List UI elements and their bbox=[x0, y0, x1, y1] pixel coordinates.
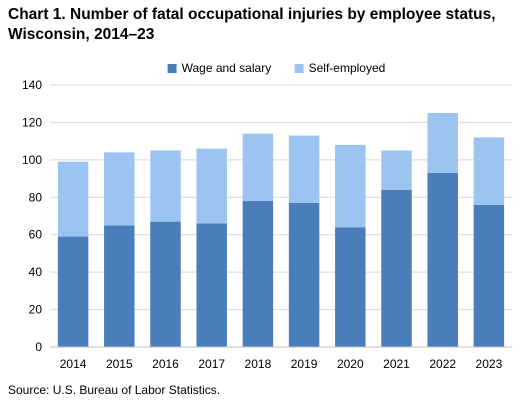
y-tick-label: 60 bbox=[29, 228, 43, 242]
y-tick-label: 20 bbox=[29, 303, 43, 317]
x-tick-label: 2019 bbox=[291, 357, 318, 371]
bar-wage-and-salary-2022 bbox=[427, 172, 458, 347]
bar-self-employed-2022 bbox=[427, 113, 458, 173]
bar-self-employed-2014 bbox=[57, 161, 89, 237]
bar-wage-and-salary-2021 bbox=[381, 189, 412, 347]
y-tick-label: 100 bbox=[22, 153, 42, 167]
bar-wage-and-salary-2016 bbox=[150, 221, 181, 347]
source-note: Source: U.S. Bureau of Labor Statistics. bbox=[8, 383, 221, 397]
bar-self-employed-2016 bbox=[150, 150, 181, 222]
y-tick-label: 140 bbox=[22, 78, 42, 92]
bar-wage-and-salary-2019 bbox=[288, 202, 320, 347]
y-tick-label: 80 bbox=[29, 190, 43, 204]
bar-self-employed-2023 bbox=[473, 137, 505, 205]
x-tick-label: 2021 bbox=[383, 357, 410, 371]
bar-wage-and-salary-2017 bbox=[196, 223, 227, 347]
bar-wage-and-salary-2020 bbox=[335, 227, 366, 347]
legend-item: Wage and salary bbox=[167, 61, 272, 75]
bar-wage-and-salary-2015 bbox=[104, 225, 135, 347]
x-tick-label: 2020 bbox=[337, 357, 364, 371]
x-tick-label: 2015 bbox=[106, 357, 133, 371]
y-tick-label: 0 bbox=[35, 340, 42, 354]
bar-self-employed-2020 bbox=[335, 144, 366, 228]
legend-swatch bbox=[294, 64, 304, 73]
legend-item: Self-employed bbox=[294, 61, 386, 75]
x-tick-label: 2014 bbox=[60, 357, 87, 371]
x-tick-label: 2017 bbox=[198, 357, 225, 371]
y-axis-ticks: 0 20 40 60 80 100 120 140 bbox=[22, 78, 42, 354]
bar-self-employed-2015 bbox=[104, 152, 135, 226]
bar-wage-and-salary-2023 bbox=[473, 204, 505, 347]
x-tick-label: 2018 bbox=[245, 357, 272, 371]
bar-self-employed-2019 bbox=[288, 135, 320, 203]
bar-wage-and-salary-2018 bbox=[242, 201, 274, 347]
bar-self-employed-2017 bbox=[196, 148, 227, 224]
stacked-bar-chart: Wage and salary Self-employed 0 20 40 60 80 10… bbox=[22, 61, 512, 371]
legend-label: Wage and salary bbox=[182, 61, 272, 75]
y-tick-label: 120 bbox=[22, 115, 42, 129]
bar-self-employed-2018 bbox=[242, 133, 274, 202]
y-tick-label: 40 bbox=[29, 265, 43, 279]
x-tick-label: 2016 bbox=[152, 357, 179, 371]
legend: Wage and salary Self-employed bbox=[167, 61, 386, 75]
x-axis-ticks: 2014 2015 2016 2017 2018 2019 2020 2021 2022 2023 bbox=[60, 357, 503, 371]
bars bbox=[57, 113, 505, 347]
x-tick-label: 2022 bbox=[429, 357, 456, 371]
legend-swatch bbox=[167, 64, 177, 73]
x-tick-label: 2023 bbox=[476, 357, 503, 371]
bar-wage-and-salary-2014 bbox=[57, 236, 89, 347]
legend-label: Self-employed bbox=[309, 61, 386, 75]
chart-title: Chart 1. Number of fatal occupational in… bbox=[8, 6, 496, 43]
bar-self-employed-2021 bbox=[381, 150, 412, 190]
